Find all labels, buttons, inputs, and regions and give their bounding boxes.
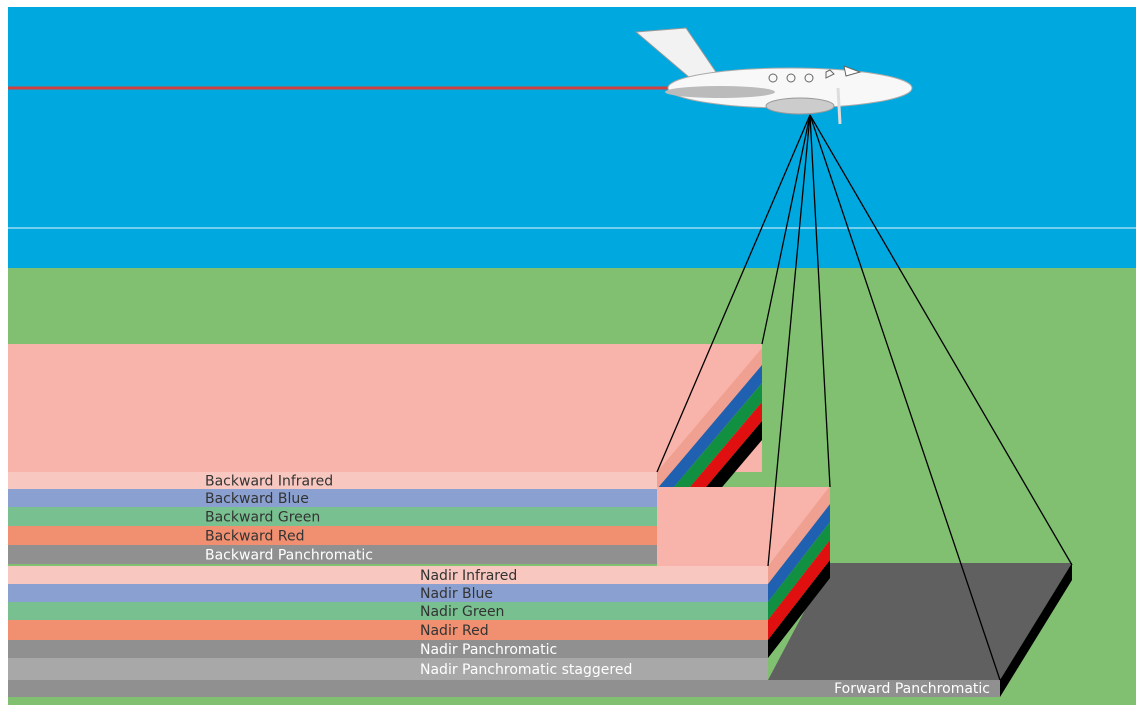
side-band [768, 540, 830, 640]
side-band [657, 348, 762, 489]
airplane [634, 27, 913, 125]
strip [8, 640, 768, 658]
strip-label: Backward Panchromatic [205, 548, 373, 564]
strip-label: Backward Red [205, 529, 304, 545]
strip-label: Nadir Panchromatic [420, 642, 557, 658]
strip-label: Backward Infrared [205, 474, 333, 490]
strip [8, 489, 657, 507]
strip [8, 584, 768, 602]
sight-lines [656, 114, 1073, 681]
side-band [768, 504, 830, 602]
side-band [768, 522, 830, 620]
side-band [657, 365, 762, 507]
forward-swath [768, 563, 1072, 680]
strip [8, 602, 768, 620]
strip [8, 472, 657, 489]
forward-side [1000, 563, 1072, 697]
strip-label: Nadir Green [420, 604, 504, 620]
strip-label: Backward Blue [205, 491, 309, 507]
strip [8, 566, 768, 584]
sky [8, 7, 1136, 268]
strip-label: Backward Green [205, 510, 320, 526]
strip-label: Nadir Blue [420, 586, 493, 602]
strip-label: Nadir Panchromatic staggered [420, 662, 632, 678]
strip-label: Nadir Red [420, 623, 489, 639]
side-band [768, 560, 830, 658]
strip [8, 545, 657, 564]
backward-swath [8, 344, 762, 472]
strip [8, 507, 657, 526]
strip-label: Forward Panchromatic [834, 681, 990, 697]
strip-label: Nadir Infrared [420, 568, 517, 584]
strip [8, 526, 657, 545]
nadir-side [768, 486, 830, 658]
strip [8, 658, 768, 680]
side-band [768, 486, 830, 584]
strip [8, 680, 1000, 697]
strip [8, 620, 768, 640]
